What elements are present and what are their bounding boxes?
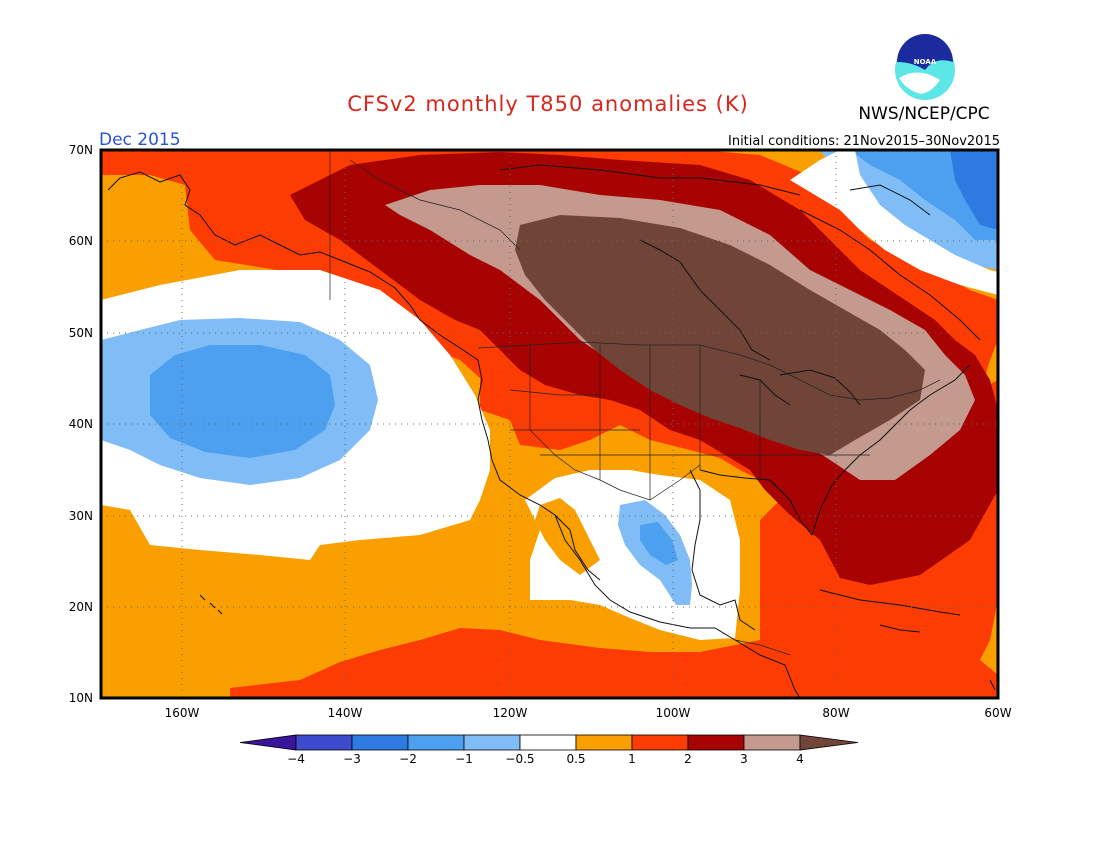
- map-title: CFSv2 monthly T850 anomalies (K): [347, 92, 749, 116]
- lon-label: 100W: [656, 706, 691, 720]
- legend-tick-label: −4: [287, 752, 305, 766]
- legend-color-box: [687, 734, 745, 751]
- anomaly-region-northeast-neutral: [790, 150, 998, 295]
- legend-tick-label: 3: [740, 752, 748, 766]
- anomaly-region-northeast-cold-2k: [950, 150, 998, 230]
- anomaly-region-south-1k: [230, 380, 998, 698]
- legend-tick-label: 2: [684, 752, 692, 766]
- anomaly-region-baja-05k: [535, 498, 600, 575]
- legend-color-box: [407, 734, 465, 751]
- legend-arrow-high: [799, 734, 859, 751]
- lat-label: 30N: [69, 509, 93, 523]
- legend-tick-label: −2: [399, 752, 417, 766]
- legend-color-box: [575, 734, 633, 751]
- lat-label: 60N: [69, 234, 93, 248]
- agency-label: NWS/NCEP/CPC: [858, 104, 989, 124]
- legend-tick-label: −1: [455, 752, 473, 766]
- anomaly-region-hawaii-05k: [101, 515, 128, 565]
- lon-label: 80W: [822, 706, 849, 720]
- map-area: [101, 150, 998, 698]
- anomaly-region-pacific-cold-1k: [150, 345, 335, 458]
- latitude-axis: 70N 60N 50N 40N 30N 20N 10N: [69, 143, 93, 705]
- lat-label: 20N: [69, 600, 93, 614]
- legend-tick-label: 4: [796, 752, 804, 766]
- valid-month-label: Dec 2015: [99, 130, 181, 150]
- legend-tick-label: −0.5: [505, 752, 534, 766]
- lat-label: 50N: [69, 326, 93, 340]
- legend-color-box: [295, 734, 353, 751]
- legend-arrow-low: [239, 734, 297, 751]
- map-frame: [99, 148, 1000, 700]
- legend-tick-label: 1: [628, 752, 636, 766]
- initial-conditions-label: Initial conditions: 21Nov2015–30Nov2015: [728, 134, 1000, 149]
- noaa-logo: NOAA: [895, 34, 955, 100]
- noaa-logo-text: NOAA: [914, 58, 937, 66]
- legend-tick-label: 0.5: [566, 752, 585, 766]
- anomaly-region-4k: [515, 215, 925, 455]
- lat-label: 70N: [69, 143, 93, 157]
- lon-label: 120W: [493, 706, 528, 720]
- coastlines: [107, 164, 996, 698]
- lat-label: 10N: [69, 691, 93, 705]
- anomaly-region-mexico-cold-1k: [640, 522, 678, 565]
- legend-color-box: [631, 734, 689, 751]
- lat-label: 40N: [69, 417, 93, 431]
- map-gridlines: [101, 150, 998, 698]
- legend-color-box: [519, 734, 577, 751]
- longitude-axis: 160W 140W 120W 100W 80W 60W: [165, 706, 1012, 720]
- legend-color-box: [351, 734, 409, 751]
- legend-color-box: [463, 734, 521, 751]
- legend-tick-label: −3: [343, 752, 361, 766]
- political-boundaries: [329, 150, 941, 656]
- lon-label: 140W: [328, 706, 363, 720]
- legend-color-box: [743, 734, 801, 751]
- lon-label: 60W: [984, 706, 1011, 720]
- lon-label: 160W: [165, 706, 200, 720]
- color-legend: −4 −3 −2 −1 −0.5 0.5 1 2 3 4: [239, 734, 859, 766]
